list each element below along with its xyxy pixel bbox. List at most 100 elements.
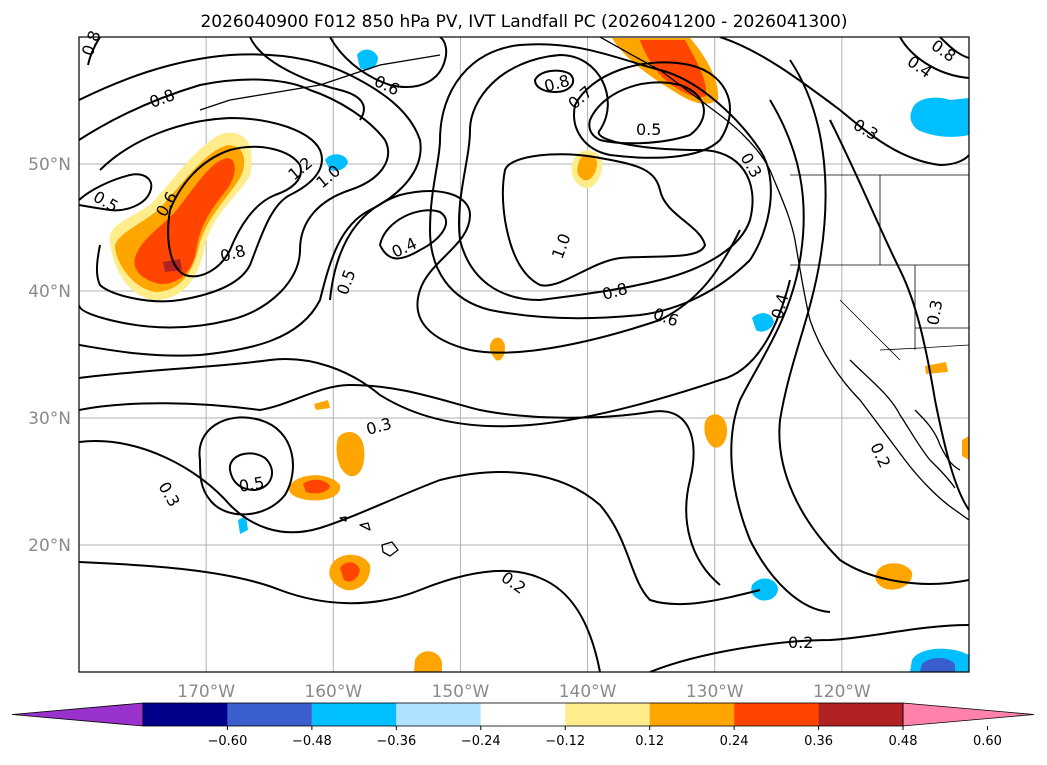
colorbar-tick-label: −0.36 bbox=[376, 734, 416, 749]
longitude-labels: 170°W 160°W 150°W 140°W 130°W 120°W bbox=[177, 682, 871, 702]
pc-negative-blob-se-core bbox=[920, 658, 955, 672]
pc-negative-blob-ne bbox=[910, 97, 969, 137]
contour-0.8-west bbox=[79, 78, 390, 329]
pc-positive-blob-150w bbox=[414, 651, 442, 672]
contour-0.5-ne bbox=[588, 81, 705, 145]
coastline-hawaii-2 bbox=[359, 522, 371, 531]
latitude-tick-label: 20°N bbox=[28, 536, 71, 556]
colorbar-swatch bbox=[480, 703, 566, 726]
colorbar-extend-max bbox=[902, 702, 1035, 727]
contour-0.8-central bbox=[458, 54, 754, 301]
coastline-aleutians bbox=[199, 54, 441, 111]
contour-label: 0.2 bbox=[788, 633, 813, 652]
colorbar-swatch bbox=[649, 703, 735, 726]
map-frame bbox=[78, 36, 970, 673]
pc-positive-blob-west-core bbox=[134, 158, 235, 285]
pc-shading bbox=[109, 38, 969, 672]
contour-0.5-nw bbox=[79, 173, 153, 212]
coastline-hawaii-1 bbox=[381, 541, 399, 557]
gridlines bbox=[79, 37, 969, 672]
colorbar-tick-label: −0.48 bbox=[292, 734, 332, 749]
colorbar: −0.60 −0.48 −0.36 −0.24 −0.12 0.12 0.24 0.36 0.4… bbox=[11, 702, 1035, 749]
colorbar-extend-min bbox=[11, 702, 144, 727]
colorbar-tick-label: −0.60 bbox=[208, 734, 248, 749]
contour-label: 0.5 bbox=[636, 120, 661, 139]
latitude-tick-label: 40°N bbox=[28, 282, 71, 302]
coastline-baja bbox=[849, 359, 956, 489]
contour-0.6-central bbox=[429, 43, 772, 320]
colorbar-swatch bbox=[565, 703, 650, 726]
contour-0.7-ne bbox=[573, 61, 731, 159]
pc-positive-blob-158w-core bbox=[340, 562, 360, 582]
contour-0.8-loop-ne bbox=[534, 69, 575, 93]
contour-0.2-east bbox=[649, 624, 969, 672]
coastlines bbox=[199, 37, 969, 557]
colorbar-tick-label: 0.48 bbox=[889, 734, 918, 749]
colorbar-swatch bbox=[311, 703, 397, 726]
pc-negative-blob-127w bbox=[751, 578, 778, 601]
colorbar-tick-label: 0.36 bbox=[804, 734, 833, 749]
coastline-hawaii-3 bbox=[339, 516, 347, 522]
contour-0.3-ne bbox=[719, 37, 969, 166]
coastline-north-america bbox=[599, 37, 969, 521]
pc-positive-blob-111w bbox=[962, 436, 969, 460]
colorbar-swatch bbox=[396, 703, 481, 726]
colorbar-tick-label: 0.12 bbox=[635, 734, 664, 749]
colorbar-swatch bbox=[143, 703, 228, 726]
contour-0.6-west bbox=[79, 53, 422, 357]
pc-positive-blob-142w-core bbox=[577, 154, 597, 181]
contour-0.3-mid bbox=[79, 384, 721, 586]
pc-positive-blob-162w-core bbox=[303, 479, 330, 494]
latitude-labels: 50°N 40°N 30°N 20°N bbox=[28, 155, 71, 556]
colorbar-frame bbox=[142, 702, 904, 727]
colorbar-swatch bbox=[227, 703, 312, 726]
contour-0.3-coast bbox=[730, 99, 831, 613]
contour-label: 0.3 bbox=[923, 298, 946, 326]
contour-1.0-west bbox=[96, 117, 323, 303]
contour-0.6-north bbox=[329, 37, 448, 88]
pc-positive-blob-159w bbox=[336, 432, 365, 477]
longitude-tick-label: 150°W bbox=[432, 682, 490, 702]
contour-1.0-north bbox=[249, 37, 365, 121]
contour-label: 0.5 bbox=[237, 473, 265, 496]
pc-positive-blob-163w bbox=[314, 400, 330, 410]
contour-0.3-west bbox=[79, 440, 761, 606]
contour-1.0-box bbox=[501, 153, 706, 287]
contour-0.8-nw bbox=[87, 37, 101, 66]
colorbar-tick-label: 0.60 bbox=[973, 734, 1002, 749]
pc-negative-blob-157w bbox=[357, 49, 378, 70]
longitude-tick-label: 140°W bbox=[559, 682, 617, 702]
latitude-tick-label: 30°N bbox=[28, 409, 71, 429]
map-content bbox=[79, 37, 969, 672]
latitude-tick-label: 50°N bbox=[28, 155, 71, 175]
contour-0.2-coast bbox=[778, 59, 969, 585]
colorbar-swatch bbox=[734, 703, 819, 726]
contour-0.5-central bbox=[329, 190, 741, 354]
colorbar-tick-label: −0.24 bbox=[461, 734, 501, 749]
contour-0.2-south bbox=[79, 561, 601, 672]
longitude-tick-label: 120°W bbox=[813, 682, 871, 702]
contour-0.4-central bbox=[379, 209, 448, 260]
pc-negative-blob-160w bbox=[325, 154, 348, 171]
coastline-gulf bbox=[914, 409, 961, 471]
colorbar-swatch bbox=[818, 703, 903, 726]
longitude-tick-label: 130°W bbox=[686, 682, 744, 702]
contour-0.5-loop bbox=[198, 416, 294, 516]
contour-0.4-ne bbox=[899, 37, 969, 79]
contour-0.4-mid bbox=[79, 279, 791, 428]
longitude-tick-label: 170°W bbox=[177, 682, 235, 702]
pc-positive-blob-131w bbox=[704, 414, 728, 448]
border-state-4 bbox=[839, 299, 901, 361]
pc-negative-blob-126w bbox=[752, 313, 774, 332]
pv-contours bbox=[79, 37, 969, 672]
colorbar-tick-label: −0.12 bbox=[545, 734, 585, 749]
border-us-mexico bbox=[879, 344, 969, 351]
contour-0.6-ne bbox=[939, 37, 969, 59]
contour-1.2-west bbox=[167, 145, 302, 278]
pc-negative-blob-167w bbox=[238, 516, 248, 534]
contour-0.5-inner-loop bbox=[228, 452, 274, 491]
colorbar-tick-label: 0.24 bbox=[720, 734, 749, 749]
longitude-tick-label: 160°W bbox=[304, 682, 362, 702]
map-title: 2026040900 F012 850 hPa PV, IVT Landfall… bbox=[200, 12, 847, 32]
